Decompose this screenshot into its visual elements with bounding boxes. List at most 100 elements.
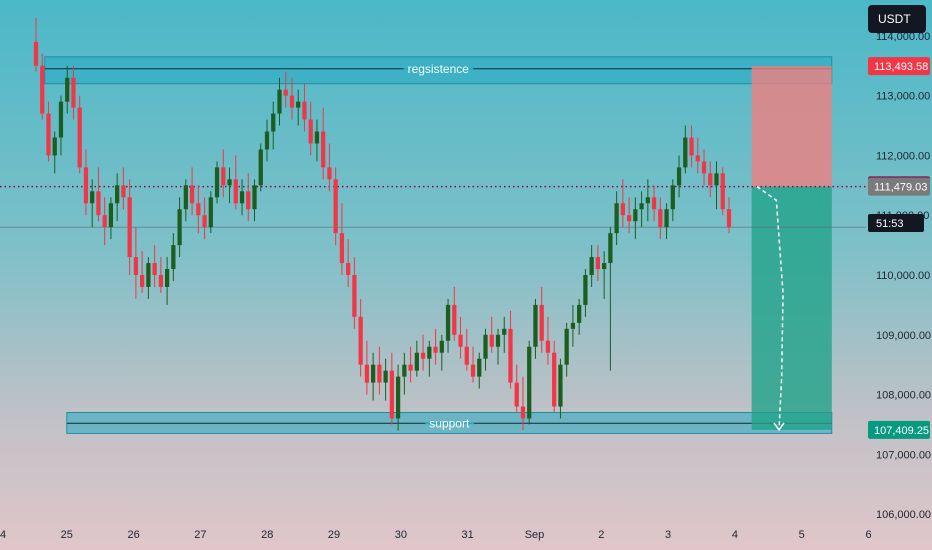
candle-body <box>152 263 157 275</box>
candle-body <box>102 215 107 228</box>
candle-body <box>445 304 451 341</box>
candle-body <box>470 364 476 377</box>
candle-body <box>40 65 45 114</box>
candle-body <box>158 275 163 287</box>
price-axis[interactable]: 114,000.00113,000.00112,000.00111,000.00… <box>876 31 931 521</box>
candle-body <box>121 185 126 198</box>
candle-body <box>620 203 625 216</box>
projection-arrow <box>756 185 785 432</box>
x-tick-label: 5 <box>799 529 805 541</box>
y-tick-label: 113,000.00 <box>876 91 930 103</box>
candles-layer <box>33 17 732 431</box>
candle-body <box>452 304 457 335</box>
candle-body <box>90 191 95 204</box>
candle-body <box>420 352 426 359</box>
candle-body <box>77 107 82 168</box>
candle-body <box>676 167 682 186</box>
candle-body <box>271 113 276 132</box>
candle-body <box>614 203 619 234</box>
candle-body <box>477 358 482 377</box>
candle-body <box>577 304 582 323</box>
candle-body <box>726 209 732 228</box>
candle-body <box>140 275 145 287</box>
x-tick-label: Sep <box>525 529 545 541</box>
x-tick-label: 2 <box>598 529 604 541</box>
candle-body <box>239 191 245 204</box>
candle-body <box>71 77 76 108</box>
x-tick-label: 26 <box>127 529 139 541</box>
x-tick-label: 24 <box>0 529 6 541</box>
candle-body <box>589 257 594 275</box>
candle-body <box>433 346 438 353</box>
candle-body <box>545 340 551 353</box>
candle-body <box>33 41 39 66</box>
y-tick-label: 106,000.00 <box>876 509 931 521</box>
candle-body <box>489 334 494 347</box>
candle-body <box>58 101 64 138</box>
candle-body <box>164 269 170 287</box>
price-label-text: 111,479.03 <box>874 182 927 194</box>
x-tick-label: 28 <box>261 529 273 541</box>
x-tick-label: 3 <box>665 529 671 541</box>
candle-body <box>246 191 251 210</box>
time-axis[interactable]: 24 25 26 27 28 29 30 31 Sep 2 3 4 5 6 <box>0 529 872 541</box>
candle-body <box>508 328 513 383</box>
candle-body <box>539 304 544 341</box>
candle-body <box>346 263 351 275</box>
price-label-text: 107,409.25 <box>874 425 929 437</box>
currency-button[interactable]: USDT <box>868 5 926 33</box>
candle-body <box>514 382 519 407</box>
candle-body <box>277 89 282 114</box>
candle-body <box>495 334 501 347</box>
candle-body <box>483 334 488 359</box>
candle-body <box>502 328 507 335</box>
y-tick-label: 107,000.00 <box>876 449 931 461</box>
candle-body <box>221 167 226 186</box>
candle-body <box>645 197 650 204</box>
candle-body <box>626 215 632 222</box>
candle-body <box>321 131 326 168</box>
x-tick-label: 31 <box>462 529 474 541</box>
stop-loss-zone <box>751 66 832 187</box>
candle-body <box>83 167 89 204</box>
candle-body <box>395 376 401 419</box>
candle-body <box>595 257 601 270</box>
countdown-badge: 51:53 <box>868 214 924 232</box>
y-tick-label: 110,000.00 <box>876 270 930 282</box>
candle-body <box>133 257 139 275</box>
countdown-timer: 51:53 <box>876 218 904 230</box>
candle-body <box>108 203 114 228</box>
candle-body <box>302 101 307 120</box>
candle-body <box>570 322 576 329</box>
candle-body <box>214 167 220 198</box>
candle-body <box>296 101 301 108</box>
regsistence-zone <box>44 56 833 85</box>
candle-body <box>127 197 132 258</box>
candle-body <box>339 233 345 264</box>
candle-body <box>408 364 413 371</box>
candle-body <box>364 364 370 383</box>
y-tick-label: 108,000.00 <box>876 390 931 402</box>
candle-body <box>520 406 526 419</box>
x-tick-label: 29 <box>328 529 340 541</box>
candle-body <box>352 275 357 317</box>
candle-body <box>65 77 70 102</box>
candle-body <box>708 173 713 186</box>
candle-body <box>564 328 569 365</box>
short-position-tool[interactable] <box>751 66 832 430</box>
candle-body <box>289 95 295 108</box>
candle-body <box>552 352 557 407</box>
candle-body <box>458 334 463 347</box>
x-tick-label: 4 <box>732 529 738 541</box>
candle-body <box>208 197 213 228</box>
projection-arrowhead <box>773 422 785 432</box>
x-tick-label: 27 <box>194 529 206 541</box>
candle-body <box>308 119 313 144</box>
regsistence-label-gap <box>403 67 474 70</box>
candle-body <box>651 197 657 210</box>
candle-body <box>183 185 188 210</box>
price-label-badge <box>868 177 930 196</box>
candle-body <box>389 370 394 419</box>
